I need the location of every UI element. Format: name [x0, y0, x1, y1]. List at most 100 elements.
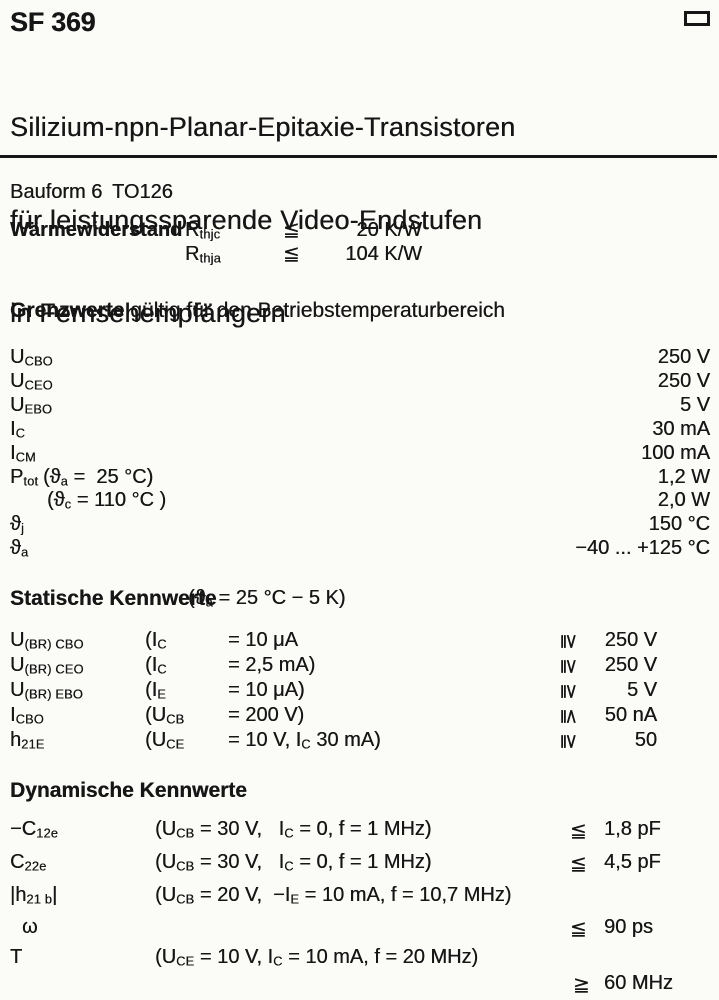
param-symbol: C22e	[10, 851, 47, 874]
spec-row: UEBO 5 V	[0, 394, 719, 420]
param-symbol: UEBO	[10, 394, 53, 417]
param-symbol: U(BR) EBO	[10, 679, 83, 702]
bauform-label: Bauform 6	[10, 181, 103, 203]
param-symbol: ICBO	[10, 704, 44, 727]
relation-symbol: ≧	[573, 974, 590, 996]
subtitle-line: Silizium-npn-Planar-Epitaxie-Transistore…	[10, 112, 516, 142]
test-condition: (ϑa = 25 °C)	[43, 466, 154, 489]
param-symbol: ICM	[10, 442, 36, 465]
relation-symbol: ≧	[557, 633, 580, 650]
spec-row: ϑj 150 °C	[0, 513, 719, 539]
heading-bold: Grenzwerte	[10, 299, 125, 322]
divider-rule	[0, 155, 717, 158]
test-condition: (ϑc = 110 °C )	[47, 489, 167, 512]
relation-symbol: ≦	[557, 708, 580, 725]
param-value: 150 °C	[648, 513, 710, 535]
page-title: SF 369	[10, 7, 96, 37]
param-symbol: ϑa	[10, 537, 29, 560]
spec-row: Rthja ≦ 104 K/W	[0, 243, 719, 269]
param-symbol: −C12e	[10, 818, 59, 841]
relation-symbol: ≦	[570, 820, 587, 842]
relation-symbol: ≧	[557, 658, 580, 675]
page-subtitle: Silizium-npn-Planar-Epitaxie-Transistore…	[10, 50, 515, 391]
test-condition: (UCE	[145, 729, 185, 752]
param-symbol: UCEO	[10, 370, 53, 393]
param-symbol: UCBO	[10, 346, 53, 369]
subtitle-line: in Fernsehempfängern	[10, 298, 286, 328]
param-symbol: U(BR) CBO	[10, 629, 84, 652]
param-value: 100 mA	[641, 442, 710, 464]
test-condition: (UCB = 30 V, IC = 0, f = 1 MHz)	[155, 851, 432, 874]
param-value: 30 mA	[652, 418, 710, 440]
spec-row: h21E (UCE = 10 V, IC 30 mA) ≧ 50	[0, 729, 719, 755]
corner-mark-icon	[684, 11, 710, 26]
param-value: −40 ... +125 °C	[575, 537, 710, 559]
param-value: 1,2 W	[657, 466, 710, 488]
param-value: 20 K/W	[356, 219, 422, 241]
spec-row: U(BR) CEO (IC = 2,5 mA) ≧ 250 V	[0, 654, 719, 680]
param-symbol: |h21 b|	[10, 884, 58, 907]
spec-row: U(BR) EBO (IE = 10 μA) ≧ 5 V	[0, 679, 719, 705]
param-value: 250 V	[657, 346, 710, 368]
relation-symbol: ≦	[570, 853, 587, 875]
param-value: 5 V	[626, 679, 657, 701]
spec-row: −C12e (UCB = 30 V, IC = 0, f = 1 MHz) ≦ …	[0, 818, 719, 844]
spec-row: ICM 100 mA	[0, 442, 719, 468]
relation-symbol: ≧	[557, 683, 580, 700]
test-condition-value: = 2,5 mA)	[228, 654, 316, 676]
spec-row: ICBO (UCB = 200 V) ≦ 50 nA	[0, 704, 719, 730]
spec-row: UCEO 250 V	[0, 370, 719, 396]
param-symbol: ϑj	[10, 513, 24, 536]
param-value: 104 K/W	[345, 243, 422, 265]
spec-row: Rthjc ≦ 20 K/W	[0, 219, 719, 245]
spec-row: (ϑc = 110 °C ) 2,0 W	[0, 489, 719, 515]
spec-row: UCBO 250 V	[0, 346, 719, 372]
package-type: TO126	[112, 181, 173, 203]
heading-condition: (ϑa = 25 °C − 5 K)	[188, 587, 346, 610]
param-symbol: T	[10, 946, 23, 968]
test-condition: (UCB	[145, 704, 185, 727]
subtitle-line: für leistungssparende Video-Endstufen	[10, 205, 483, 235]
spec-row: ω ≦ 90 ps	[0, 916, 719, 942]
spec-row: ≧ 60 MHz	[0, 972, 719, 998]
param-value: 2,0 W	[657, 489, 710, 511]
spec-row: ϑa −40 ... +125 °C	[0, 537, 719, 563]
relation-symbol: ≦	[570, 918, 587, 940]
test-condition-value: = 10 μA)	[228, 679, 305, 701]
test-condition: (UCE = 10 V, IC = 10 mA, f = 20 MHz)	[155, 946, 479, 969]
section-heading-grenzwerte: Grenzwerte gültig für den Betriebstemper…	[10, 299, 505, 322]
heading-rest: gültig für den Betriebstemperaturbereich	[124, 299, 505, 322]
test-condition: (UCB = 20 V, −IE = 10 mA, f = 10,7 MHz)	[155, 884, 512, 907]
test-condition-value: = 200 V)	[228, 704, 305, 726]
relation-symbol: ≧	[557, 733, 580, 750]
relation-symbol: ≦	[283, 219, 300, 241]
param-value: 250 V	[604, 629, 657, 651]
spec-row: U(BR) CBO (IC = 10 μA ≧ 250 V	[0, 629, 719, 655]
spec-row: C22e (UCB = 30 V, IC = 0, f = 1 MHz) ≦ 4…	[0, 851, 719, 877]
section-heading-dynamische: Dynamische Kennwerte	[10, 779, 247, 802]
param-symbol: h21E	[10, 729, 45, 752]
spec-row: IC 30 mA	[0, 418, 719, 444]
param-symbol: ω	[22, 916, 38, 938]
test-condition-value: = 10 μA	[228, 629, 298, 651]
param-symbol: U(BR) CEO	[10, 654, 84, 677]
section-heading-statische: Statische Kennwerte	[10, 587, 217, 610]
test-condition: (IC	[145, 654, 167, 677]
param-value: 60 MHz	[604, 972, 673, 994]
test-condition: (UCB = 30 V, IC = 0, f = 1 MHz)	[155, 818, 432, 841]
test-condition: (IC	[145, 629, 167, 652]
param-symbol: IC	[10, 418, 26, 441]
param-value: 250 V	[604, 654, 657, 676]
param-value: 90 ps	[604, 916, 653, 938]
test-condition-value: = 10 V, IC 30 mA)	[228, 729, 381, 752]
param-symbol: Ptot	[10, 466, 39, 489]
param-value: 1,8 pF	[604, 818, 661, 840]
param-symbol: Rthjc	[185, 219, 221, 242]
param-value: 250 V	[657, 370, 710, 392]
spec-row: Ptot (ϑa = 25 °C) 1,2 W	[0, 466, 719, 492]
param-value: 4,5 pF	[604, 851, 661, 873]
param-symbol: Rthja	[185, 243, 221, 266]
thermal-label: Wärmewiderstand	[10, 219, 183, 241]
spec-row: |h21 b| (UCB = 20 V, −IE = 10 mA, f = 10…	[0, 884, 719, 910]
